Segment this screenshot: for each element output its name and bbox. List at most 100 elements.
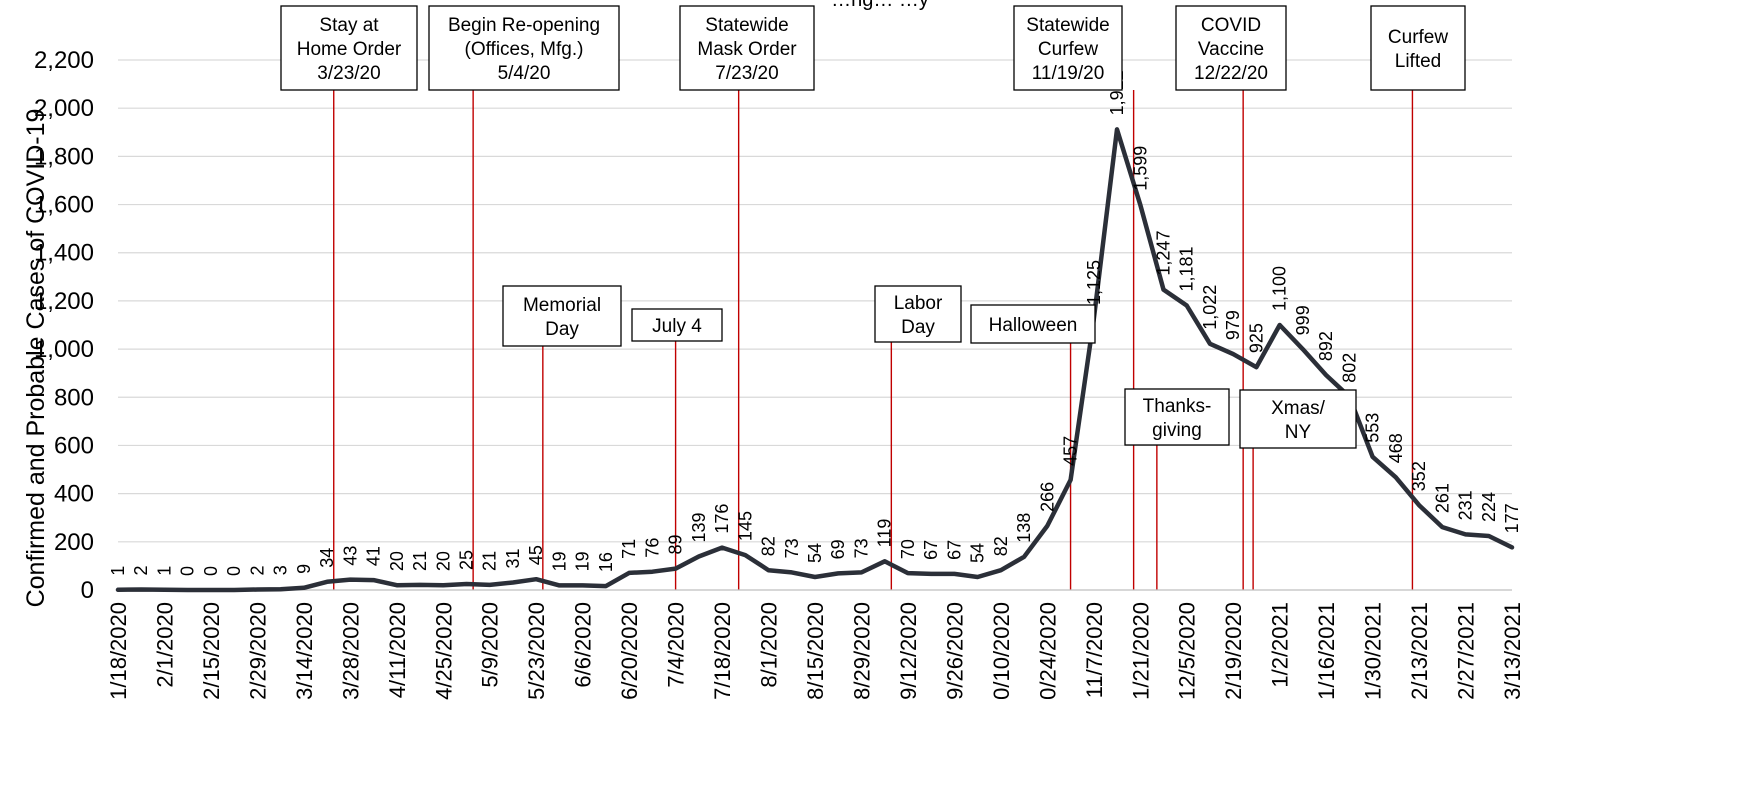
event-label: COVID — [1201, 15, 1261, 36]
data-label: 82 — [759, 536, 779, 556]
event-box — [1239, 389, 1357, 449]
data-label: 145 — [735, 511, 755, 541]
event-label: (Offices, Mfg.) — [465, 39, 584, 60]
data-label: 1,125 — [1084, 260, 1104, 305]
data-label: 468 — [1386, 433, 1406, 463]
event-box — [502, 285, 622, 347]
data-label: 979 — [1223, 310, 1243, 340]
chart-title: …ng… …y — [831, 0, 929, 11]
y-tick-label: 1,200 — [34, 288, 94, 315]
data-label: 69 — [828, 539, 848, 559]
event-label: 7/23/20 — [715, 63, 778, 84]
y-tick-label: 800 — [54, 384, 94, 411]
x-tick-label: 1/18/2020 — [106, 602, 131, 700]
event-label: Statewide — [1026, 15, 1109, 36]
y-tick-label: 0 — [81, 577, 94, 604]
data-label: 553 — [1363, 413, 1383, 443]
event-annotation: Labor Day — [874, 285, 962, 343]
data-label: 25 — [457, 550, 477, 570]
x-tick-label: 3/14/2020 — [292, 602, 317, 700]
data-label: 1,181 — [1177, 246, 1197, 291]
x-tick-label: 0/24/2020 — [1035, 602, 1060, 700]
data-label: 892 — [1316, 331, 1336, 361]
y-tick-label: 2,000 — [34, 95, 94, 122]
y-axis-title: Confirmed and Probable Cases of COVID-19 — [22, 109, 50, 608]
gridlines — [118, 59, 1512, 543]
y-tick-label: 1,000 — [34, 336, 94, 363]
x-tick-label: 2/15/2020 — [199, 602, 224, 700]
data-label: 176 — [712, 504, 732, 534]
data-label: 457 — [1061, 436, 1081, 466]
event-annotation: Curfew Lifted — [1370, 5, 1466, 91]
x-tick-label: 6/20/2020 — [617, 602, 642, 700]
event-label: Halloween — [989, 315, 1078, 336]
data-label: 177 — [1502, 503, 1522, 533]
event-label: Xmas/ — [1271, 398, 1326, 419]
event-box — [1370, 5, 1466, 91]
y-tick-label: 600 — [54, 432, 94, 459]
y-tick-label: 1,600 — [34, 192, 94, 219]
event-box — [631, 308, 723, 342]
data-label: 67 — [921, 540, 941, 560]
data-label: 0 — [224, 566, 244, 576]
series-line — [115, 127, 1515, 593]
data-label: 54 — [805, 543, 825, 563]
data-label: 999 — [1293, 305, 1313, 335]
event-annotation: Begin Re-opening (Offices, Mfg.) 5/4/20 — [428, 5, 620, 91]
event-box — [970, 304, 1096, 344]
event-label: Memorial — [523, 295, 601, 316]
event-annotation: Memorial Day — [502, 285, 622, 347]
event-label: Begin Re-opening — [448, 15, 600, 36]
event-box — [679, 5, 815, 91]
data-label: 0 — [178, 566, 198, 576]
event-label: Home Order — [297, 39, 402, 60]
event-box — [1124, 388, 1230, 446]
event-label: NY — [1285, 422, 1312, 443]
event-label: Stay at — [319, 15, 379, 36]
x-tick-label: 9/26/2020 — [942, 602, 967, 700]
x-tick-label: 8/1/2020 — [757, 602, 782, 688]
event-annotation: COVID Vaccine 12/22/20 — [1175, 5, 1287, 91]
data-label: 21 — [410, 551, 430, 571]
data-label: 73 — [851, 538, 871, 558]
data-label: 34 — [317, 548, 337, 568]
event-label: Mask Order — [697, 39, 797, 60]
data-label: 1,599 — [1130, 146, 1150, 191]
data-label: 20 — [387, 551, 407, 571]
data-label: 43 — [340, 546, 360, 566]
x-tick-label: 2/27/2021 — [1454, 602, 1479, 700]
data-label: 54 — [968, 543, 988, 563]
event-box — [428, 5, 620, 91]
event-label: Labor — [894, 293, 943, 314]
series-layer — [115, 127, 1515, 593]
event-annotation: Stay at Home Order 3/23/20 — [280, 5, 418, 91]
data-label: 261 — [1432, 483, 1452, 513]
event-box — [280, 5, 418, 91]
data-label: 21 — [480, 551, 500, 571]
data-label: 266 — [1037, 482, 1057, 512]
x-tick-label: 1/30/2021 — [1361, 602, 1386, 700]
x-tick-label: 1/21/2020 — [1128, 602, 1153, 700]
x-tick-label: 7/4/2020 — [664, 602, 689, 688]
data-label: 0 — [201, 566, 221, 576]
data-label: 1 — [108, 566, 128, 576]
y-tick-label: 1,400 — [34, 240, 94, 267]
event-annotation: Thanks-giving — [1124, 388, 1230, 446]
data-label: 1 — [154, 566, 174, 576]
event-annotation: July 4 — [631, 308, 723, 342]
data-label: 31 — [503, 549, 523, 569]
data-label: 73 — [782, 538, 802, 558]
event-label: giving — [1152, 420, 1202, 441]
data-label: 71 — [619, 539, 639, 559]
x-tick-label: 9/12/2020 — [896, 602, 921, 700]
event-label: Vaccine — [1198, 39, 1264, 60]
data-label: 224 — [1479, 492, 1499, 522]
data-label: 2 — [131, 566, 151, 576]
event-box — [1175, 5, 1287, 91]
x-tick-label: 7/18/2020 — [710, 602, 735, 700]
event-label: July 4 — [652, 316, 702, 337]
data-label: 41 — [364, 546, 384, 566]
data-label: 1,100 — [1270, 266, 1290, 311]
